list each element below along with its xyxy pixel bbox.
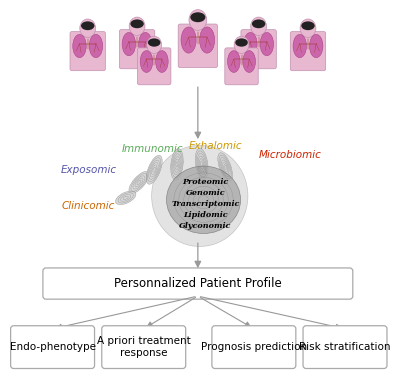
FancyBboxPatch shape <box>119 29 155 69</box>
Text: Genomic: Genomic <box>186 189 225 197</box>
Text: Microbiomic: Microbiomic <box>259 150 322 160</box>
Text: Proteomic: Proteomic <box>182 178 228 187</box>
Text: Lipidomic: Lipidomic <box>183 211 228 219</box>
Ellipse shape <box>189 10 207 30</box>
Ellipse shape <box>73 35 86 58</box>
Text: Exhalomic: Exhalomic <box>188 140 242 151</box>
Ellipse shape <box>138 33 152 56</box>
Ellipse shape <box>129 17 145 36</box>
Ellipse shape <box>171 149 183 180</box>
Ellipse shape <box>129 171 149 194</box>
Text: Clinicomic: Clinicomic <box>61 201 114 211</box>
Ellipse shape <box>228 50 240 73</box>
FancyBboxPatch shape <box>70 31 106 71</box>
Ellipse shape <box>218 153 232 181</box>
FancyBboxPatch shape <box>290 31 326 71</box>
Ellipse shape <box>235 38 248 47</box>
FancyBboxPatch shape <box>138 48 171 85</box>
Ellipse shape <box>146 155 162 184</box>
Ellipse shape <box>260 33 274 56</box>
Text: Personnalized Patient Profile: Personnalized Patient Profile <box>114 277 282 290</box>
Ellipse shape <box>148 38 160 47</box>
FancyBboxPatch shape <box>303 326 387 369</box>
Ellipse shape <box>200 27 215 53</box>
Ellipse shape <box>293 35 306 58</box>
Ellipse shape <box>234 36 249 54</box>
Ellipse shape <box>147 36 162 54</box>
Text: Exposomic: Exposomic <box>61 165 117 175</box>
Ellipse shape <box>300 19 316 37</box>
Ellipse shape <box>244 33 257 56</box>
Ellipse shape <box>252 19 265 28</box>
Ellipse shape <box>156 50 168 73</box>
Text: A priori treatment
response: A priori treatment response <box>97 336 191 358</box>
Ellipse shape <box>152 146 248 246</box>
Text: Transcriptomic: Transcriptomic <box>171 200 240 208</box>
FancyBboxPatch shape <box>178 24 218 68</box>
Ellipse shape <box>195 148 208 180</box>
Text: Immunomic: Immunomic <box>122 144 184 154</box>
Ellipse shape <box>243 50 256 73</box>
Ellipse shape <box>166 166 240 234</box>
FancyBboxPatch shape <box>102 326 186 369</box>
Text: Glyconomic: Glyconomic <box>179 222 232 230</box>
FancyBboxPatch shape <box>225 48 258 85</box>
Ellipse shape <box>181 27 196 53</box>
FancyBboxPatch shape <box>11 326 94 369</box>
Ellipse shape <box>81 21 94 30</box>
Text: Prognosis prediction: Prognosis prediction <box>201 342 307 352</box>
Ellipse shape <box>301 21 315 30</box>
FancyBboxPatch shape <box>212 326 296 369</box>
FancyBboxPatch shape <box>241 29 276 69</box>
Ellipse shape <box>116 191 136 204</box>
Ellipse shape <box>89 35 103 58</box>
Ellipse shape <box>130 19 144 28</box>
Ellipse shape <box>190 12 206 22</box>
Ellipse shape <box>122 33 136 56</box>
FancyBboxPatch shape <box>43 268 353 299</box>
Ellipse shape <box>80 19 96 37</box>
Text: Risk stratification: Risk stratification <box>299 342 391 352</box>
Ellipse shape <box>310 35 323 58</box>
Ellipse shape <box>140 50 153 73</box>
Ellipse shape <box>251 17 266 36</box>
Text: Endo-phenotype: Endo-phenotype <box>10 342 96 352</box>
